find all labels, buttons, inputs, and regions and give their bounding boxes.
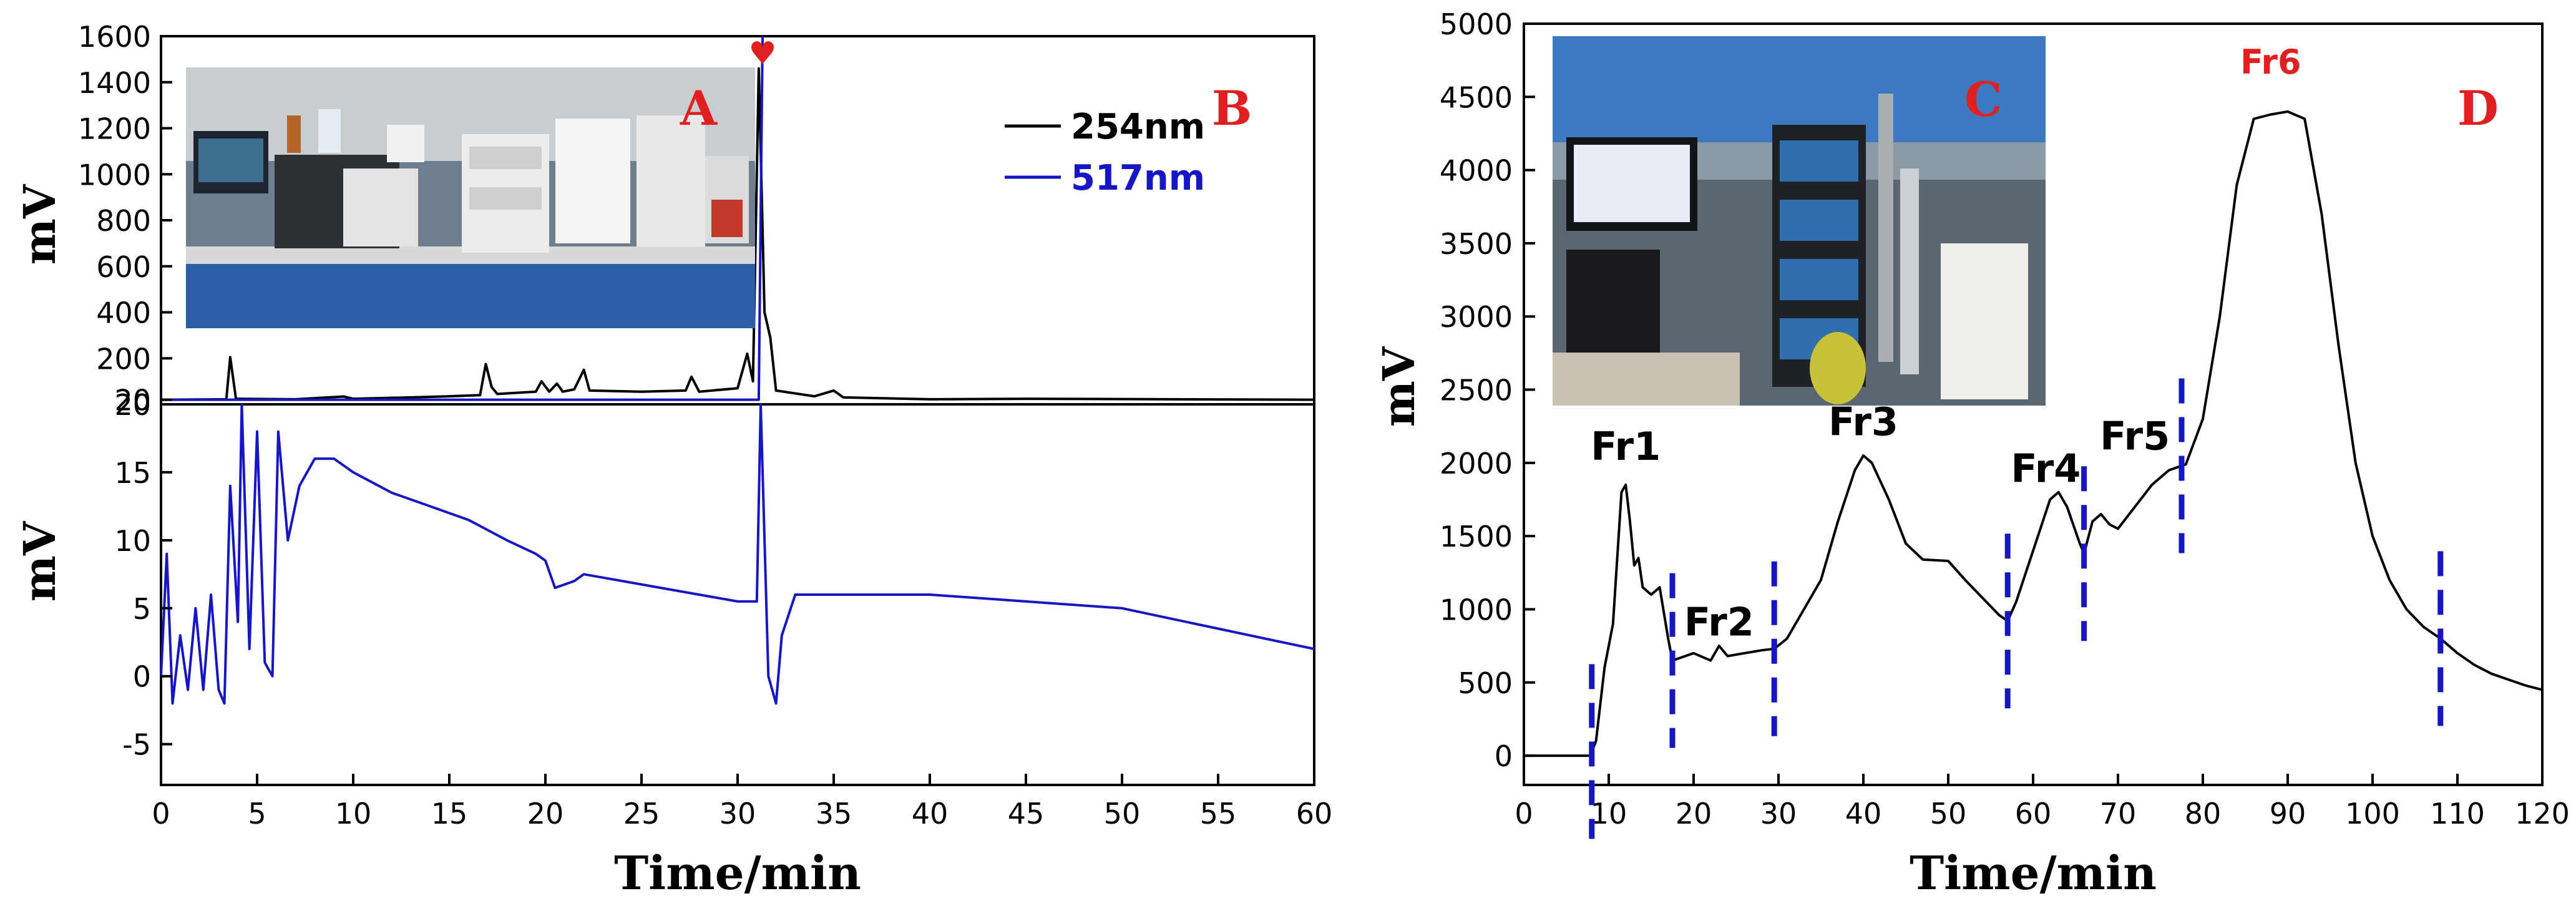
fraction-label-fr6: Fr6	[2240, 42, 2301, 82]
top-left-ytick-label: 1200	[78, 112, 151, 146]
right-xtick-label: 50	[1930, 797, 1967, 830]
fraction-label-fr1: Fr1	[1591, 424, 1661, 469]
right-xlabel: Time/min	[1910, 847, 2157, 900]
right-xtick-label: 20	[1676, 797, 1712, 830]
right-xtick-label: 80	[2185, 797, 2222, 830]
right-xtick-label: 10	[1591, 797, 1627, 830]
right-xtick-label: 40	[1845, 797, 1882, 830]
bottom-left-series-517nm-line	[160, 403, 1315, 705]
right-xtick-label: 90	[2270, 797, 2306, 830]
bottom-left-ytick-label: 0	[133, 660, 151, 694]
right-ytick-label: 3500	[1440, 227, 1513, 261]
legend-label-254nm: 254nm	[1071, 107, 1205, 147]
right-ylabel: mV	[1373, 346, 1425, 427]
bottom-left-xtick-label: 15	[431, 797, 468, 830]
legend-label-517nm: 517nm	[1071, 158, 1205, 198]
right-ytick-label: 2000	[1440, 447, 1513, 480]
bottom-left-xtick-label: 0	[152, 797, 170, 830]
peak-heart-marker: ♥	[749, 35, 777, 71]
top-left-ytick-label: 1400	[78, 66, 151, 100]
top-left-ytick-label: 800	[96, 204, 151, 238]
right-ytick-label: 4500	[1440, 80, 1513, 114]
bottom-left-xtick-label: 30	[720, 797, 756, 830]
top-left-ytick-label: 200	[96, 342, 151, 376]
bottom-left-xtick-label: 10	[335, 797, 372, 830]
right-xtick-label: 60	[2015, 797, 2052, 830]
photo-a-label: A	[680, 80, 718, 136]
top-left-ytick-label: 600	[96, 250, 151, 284]
bottom-left-ytick-label: 5	[133, 592, 151, 626]
top-left-ytick-label: 1600	[78, 20, 151, 54]
panel-label-b: B	[1212, 80, 1252, 136]
bottom-left-xtick-label: 20	[527, 797, 564, 830]
right-xtick-label: 100	[2345, 797, 2400, 830]
right-ytick-label: 4000	[1440, 154, 1513, 188]
bottom-left-plot: -5 0 5 10 15 20 0 5 10 15 20 25 30 35 40 45 50 55 60	[114, 388, 1332, 830]
right-ytick-label: 5000	[1440, 7, 1513, 41]
bottom-left-xtick-label: 35	[816, 797, 852, 830]
bottom-left-xtick-label: 60	[1296, 797, 1333, 830]
top-left-series-517nm-line	[161, 36, 764, 401]
bottom-left-xlabel: Time/min	[614, 847, 861, 900]
bottom-left-xtick-label: 50	[1104, 797, 1141, 830]
fraction-label-fr5: Fr5	[2100, 414, 2170, 459]
photo-c-chromatography-system: C	[1553, 36, 2046, 406]
top-left-plot: 20 200 400 600 800 1000 1200 1400 1600 ♥	[78, 20, 1315, 417]
bottom-left-ytick-label: 20	[114, 388, 151, 422]
right-ytick-label: 2500	[1440, 374, 1513, 407]
photo-c-label: C	[1964, 72, 2003, 127]
top-left-ytick-label: 1000	[78, 158, 151, 192]
bottom-left-ytick-label: 10	[114, 524, 151, 558]
bottom-left-ylabel: mV	[14, 520, 66, 602]
right-xtick-label: 30	[1760, 797, 1797, 830]
bottom-left-ytick-label: 15	[114, 456, 151, 490]
right-panel: 0500100015002000250030003500400045005000…	[1440, 7, 2570, 839]
fraction-label-fr2: Fr2	[1684, 600, 1754, 645]
right-ytick-label: 1500	[1440, 520, 1513, 553]
bottom-left-xtick-label: 55	[1200, 797, 1237, 830]
photo-a-hplc-instrument: A	[186, 67, 755, 328]
bottom-left-xtick-label: 5	[248, 797, 266, 830]
right-ytick-label: 3000	[1440, 300, 1513, 334]
right-ytick-label: 1000	[1440, 593, 1513, 626]
fraction-label-fr4: Fr4	[2011, 446, 2081, 491]
bottom-left-xtick-label: 25	[623, 797, 660, 830]
top-left-ytick-label: 20	[114, 384, 151, 417]
panel-label-d: D	[2457, 80, 2499, 136]
right-plot: 0500100015002000250030003500400045005000…	[1440, 7, 2570, 839]
right-xtick-label: 120	[2515, 797, 2570, 830]
right-ytick-label: 0	[1495, 739, 1513, 773]
bottom-left-xtick-label: 40	[912, 797, 949, 830]
right-ytick-label: 500	[1458, 666, 1513, 700]
legend: 254nm 517nm	[1005, 107, 1205, 198]
right-xtick-label: 70	[2100, 797, 2137, 830]
top-left-ytick-label: 400	[96, 296, 151, 330]
bottom-left-ytick-label: -5	[122, 728, 151, 762]
right-xtick-label: 110	[2430, 797, 2485, 830]
right-xtick-label: 0	[1515, 797, 1533, 830]
fraction-label-fr3: Fr3	[1828, 399, 1898, 444]
bottom-left-xtick-label: 45	[1008, 797, 1045, 830]
top-left-ylabel: mV	[14, 183, 66, 265]
